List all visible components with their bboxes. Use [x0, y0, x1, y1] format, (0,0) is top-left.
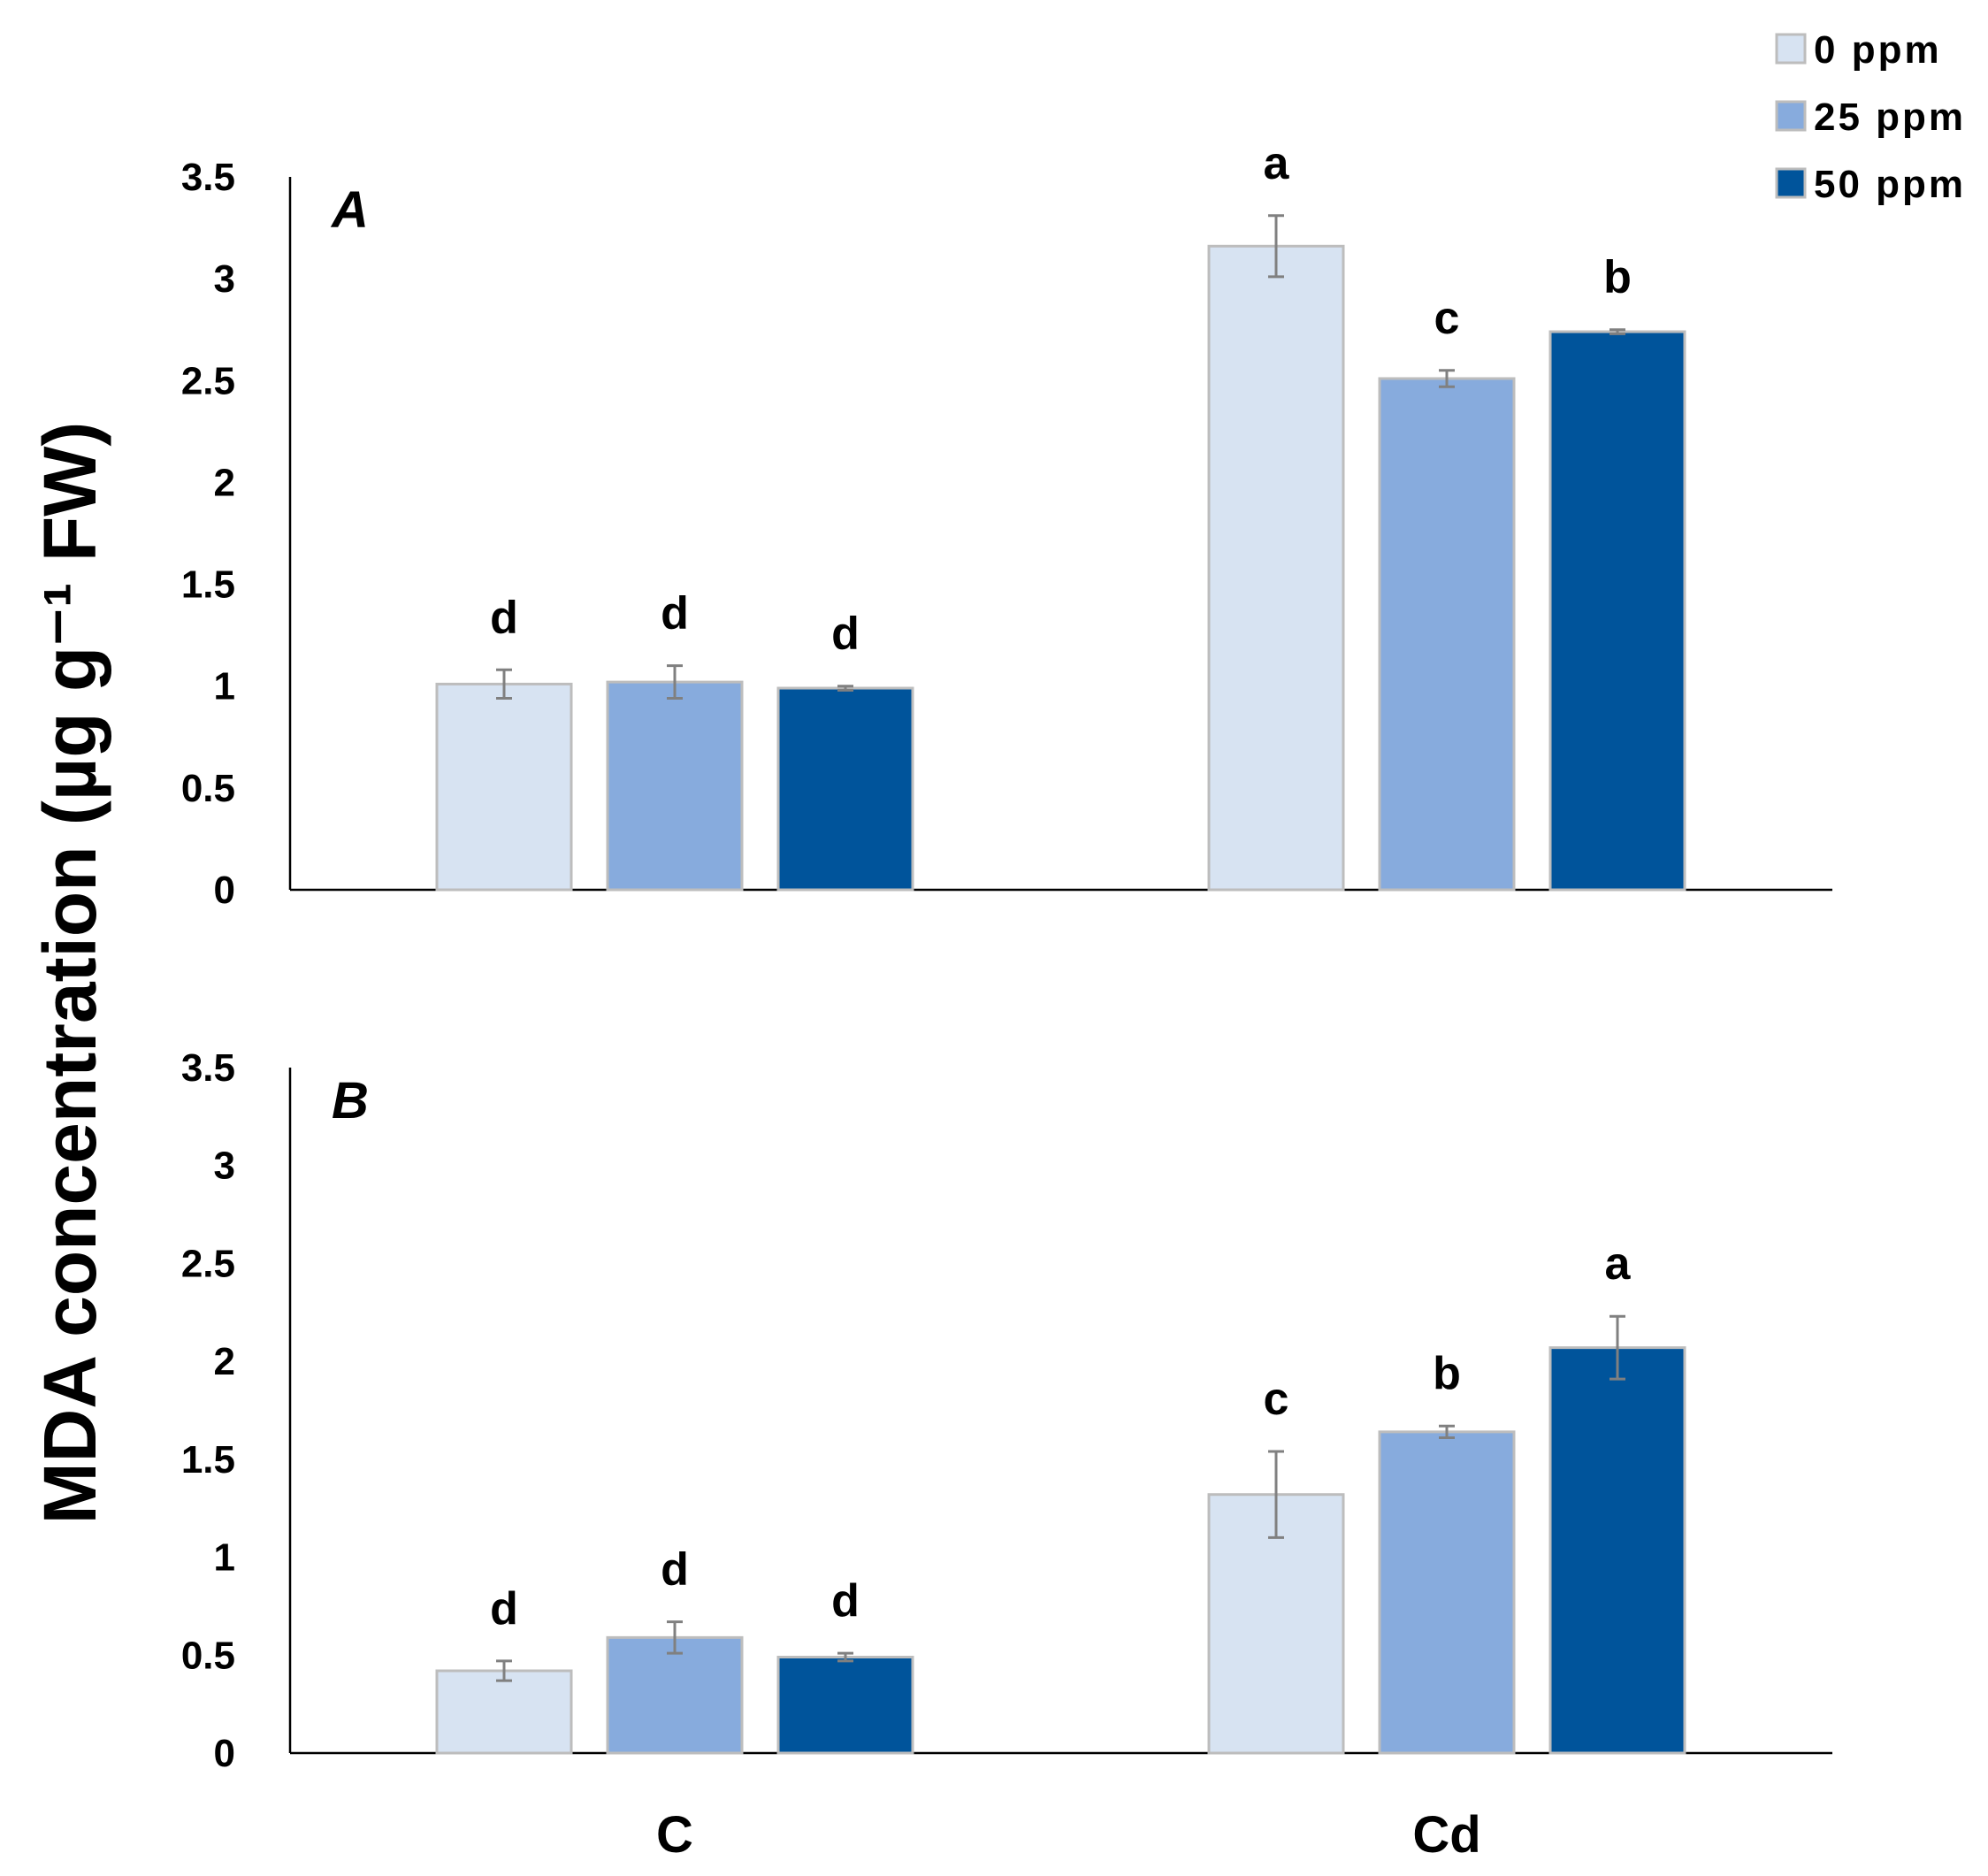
bar: [1548, 1346, 1686, 1755]
bar: [1378, 377, 1516, 892]
significance-letter: c: [1264, 1374, 1289, 1425]
significance-letter: d: [490, 592, 518, 643]
y-tick-label: 2: [214, 461, 235, 504]
legend-swatch: [1775, 167, 1807, 199]
legend-label: 0 ppm: [1814, 28, 1942, 72]
y-tick-label: 0: [214, 869, 235, 912]
category-label: C: [656, 1806, 693, 1864]
x-axis-categories: C Cd: [656, 1806, 1481, 1864]
legend-swatch: [1775, 33, 1807, 65]
y-tick-label: 2.5: [181, 1242, 235, 1285]
panel-label: B: [332, 1072, 369, 1129]
y-tick-label: 1.5: [181, 563, 235, 607]
bar: [435, 682, 573, 892]
significance-letter: d: [490, 1583, 518, 1635]
legend-label: 25 ppm: [1814, 96, 1966, 139]
y-tick-label: 0: [214, 1732, 235, 1775]
y-tick-label: 1: [214, 1536, 235, 1580]
legend: 0 ppm 25 ppm 50 ppm: [1775, 28, 1966, 206]
significance-letter: d: [831, 1575, 860, 1627]
significance-letter: d: [661, 1544, 689, 1596]
bar: [776, 686, 914, 892]
legend-label: 50 ppm: [1814, 163, 1966, 206]
bar: [606, 1635, 744, 1755]
bar: [1378, 1430, 1516, 1755]
significance-letter: c: [1434, 293, 1460, 344]
bar: [435, 1669, 573, 1755]
category-label: Cd: [1412, 1806, 1480, 1864]
y-tick-label: 3: [214, 1145, 235, 1188]
y-tick-label: 3.5: [181, 156, 235, 199]
chart-panels: 0 0.5 1 1.5 2 2.5 3 3.5 Ad a d c d b 0 0.5 1 1.5 2 2.5 3 3.5 B…: [181, 138, 1832, 1775]
panel-b: 0 0.5 1 1.5 2 2.5 3 3.5 Bd c d b d a: [181, 1046, 1832, 1775]
y-tick-label: 3: [214, 257, 235, 301]
significance-letter: a: [1605, 1238, 1632, 1290]
y-tick-label: 2.5: [181, 359, 235, 402]
legend-swatch: [1775, 100, 1807, 132]
y-tick-label: 2: [214, 1340, 235, 1383]
significance-letter: d: [831, 609, 860, 660]
significance-letter: b: [1433, 1348, 1461, 1399]
panel-label: A: [330, 181, 369, 239]
significance-letter: b: [1603, 252, 1632, 303]
significance-letter: a: [1264, 138, 1290, 189]
bar: [776, 1656, 914, 1755]
bar: [1548, 330, 1686, 892]
bar: [606, 680, 744, 892]
panel-a: 0 0.5 1 1.5 2 2.5 3 3.5 Ad a d c d b: [181, 138, 1832, 912]
bar: [1207, 244, 1345, 892]
y-axis-label: MDA concentration (µg g⁻¹ FW): [28, 422, 111, 1525]
y-tick-label: 3.5: [181, 1046, 235, 1090]
significance-letter: d: [661, 588, 689, 639]
y-tick-label: 0.5: [181, 767, 235, 810]
y-tick-label: 1: [214, 665, 235, 708]
y-tick-label: 0.5: [181, 1634, 235, 1677]
y-tick-label: 1.5: [181, 1438, 235, 1482]
